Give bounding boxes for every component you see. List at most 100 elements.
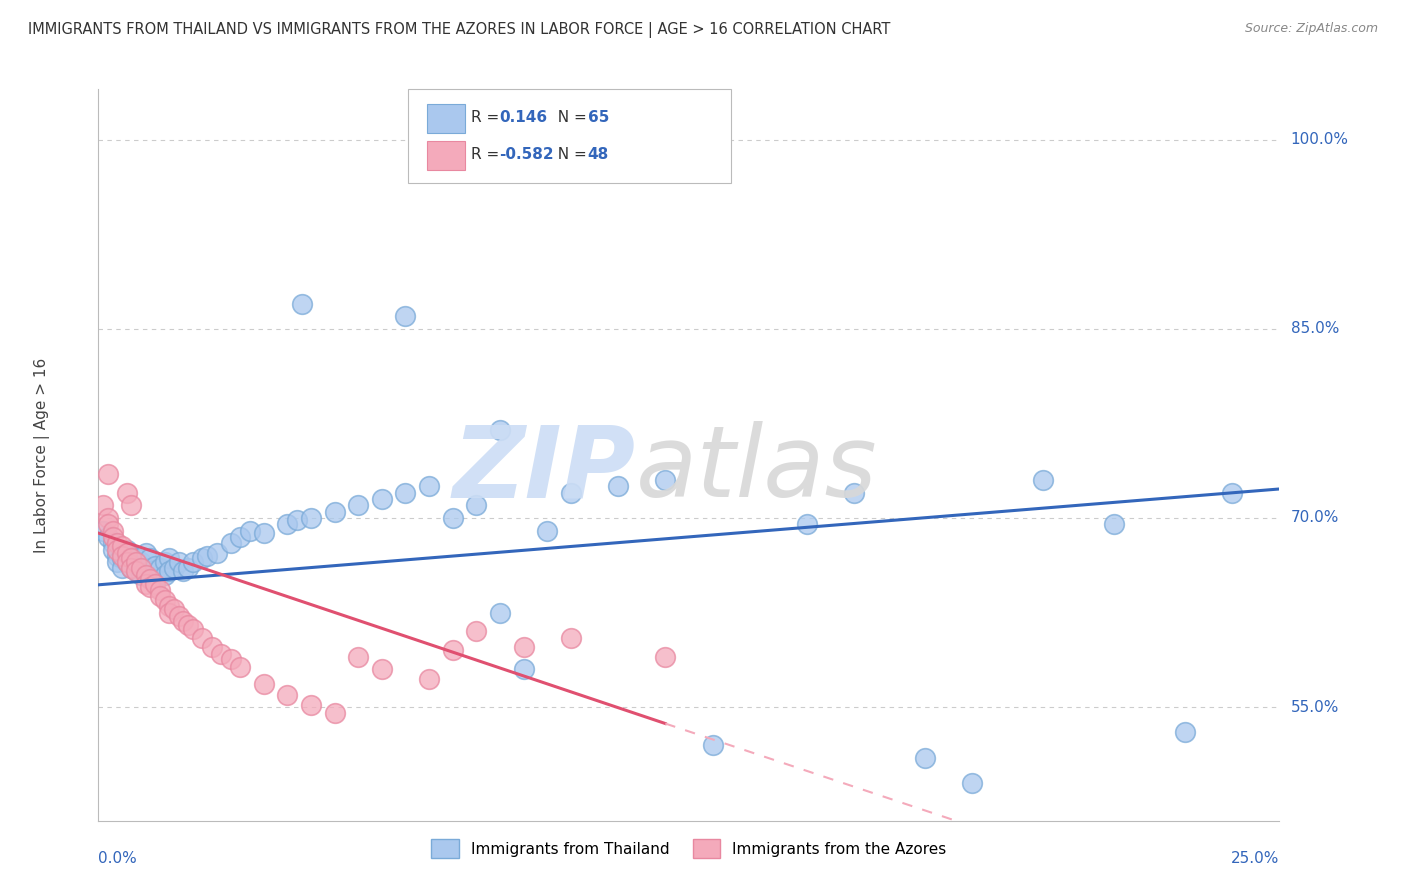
Point — [153, 555, 176, 569]
Point — [299, 511, 322, 525]
Point — [121, 499, 143, 513]
Text: ZIP: ZIP — [453, 421, 636, 518]
Point — [195, 549, 218, 563]
Point — [105, 549, 128, 563]
Point — [418, 673, 440, 687]
Text: 85.0%: 85.0% — [1291, 321, 1339, 336]
Point — [111, 549, 134, 563]
Point — [914, 750, 936, 764]
Point — [143, 572, 166, 586]
Point — [115, 546, 138, 560]
Point — [177, 618, 200, 632]
Point — [157, 564, 180, 578]
Point — [129, 567, 152, 582]
Text: 0.0%: 0.0% — [98, 851, 138, 866]
Text: 25.0%: 25.0% — [1232, 851, 1279, 866]
Point — [276, 517, 298, 532]
Point — [153, 567, 176, 582]
Point — [962, 776, 984, 790]
Point — [219, 652, 242, 666]
Point — [129, 561, 152, 575]
Point — [111, 539, 134, 553]
Point — [394, 485, 416, 500]
Point — [167, 555, 190, 569]
Text: 100.0%: 100.0% — [1291, 132, 1348, 147]
Point — [121, 549, 143, 563]
Point — [111, 551, 134, 566]
Point — [115, 555, 138, 569]
Point — [489, 423, 512, 437]
Point — [143, 558, 166, 573]
Point — [1174, 725, 1197, 739]
Point — [347, 499, 370, 513]
Point — [135, 576, 157, 591]
Point — [323, 706, 346, 721]
Point — [177, 561, 200, 575]
Point — [143, 576, 166, 591]
Point — [205, 546, 228, 560]
Point — [536, 524, 558, 538]
Point — [135, 567, 157, 582]
Text: 65: 65 — [588, 110, 609, 125]
Text: 55.0%: 55.0% — [1291, 699, 1339, 714]
Point — [91, 499, 114, 513]
Point — [97, 467, 120, 481]
Point — [149, 561, 172, 575]
Point — [702, 738, 724, 752]
Point — [157, 551, 180, 566]
Point — [181, 555, 204, 569]
Point — [489, 606, 512, 620]
Point — [181, 622, 204, 636]
Point — [115, 485, 138, 500]
Point — [149, 589, 172, 603]
Point — [172, 615, 194, 629]
Point — [157, 606, 180, 620]
Point — [149, 582, 172, 597]
Point — [654, 649, 676, 664]
Point — [121, 561, 143, 575]
Point — [125, 564, 148, 578]
Point — [111, 546, 134, 560]
Point — [167, 609, 190, 624]
Point — [97, 517, 120, 532]
Point — [135, 546, 157, 560]
Point — [290, 296, 312, 310]
Point — [101, 530, 124, 544]
Point — [201, 640, 224, 654]
Point — [105, 542, 128, 557]
Point — [139, 580, 162, 594]
Point — [115, 555, 138, 569]
Point — [121, 551, 143, 566]
Point — [153, 593, 176, 607]
Text: Source: ZipAtlas.com: Source: ZipAtlas.com — [1244, 22, 1378, 36]
Point — [125, 555, 148, 569]
Point — [371, 662, 394, 676]
Point — [97, 511, 120, 525]
Text: atlas: atlas — [636, 421, 877, 518]
Text: In Labor Force | Age > 16: In Labor Force | Age > 16 — [34, 358, 49, 552]
Point — [111, 561, 134, 575]
Point — [441, 511, 464, 525]
Point — [163, 601, 186, 615]
Point — [219, 536, 242, 550]
Point — [172, 564, 194, 578]
Text: 0.146: 0.146 — [499, 110, 547, 125]
Point — [796, 517, 818, 532]
Point — [91, 524, 114, 538]
Point — [560, 485, 582, 500]
Point — [209, 647, 232, 661]
Point — [105, 555, 128, 569]
Text: 70.0%: 70.0% — [1291, 510, 1339, 525]
Point — [512, 640, 534, 654]
Point — [125, 551, 148, 566]
Point — [465, 499, 488, 513]
Point — [285, 514, 308, 528]
Point — [105, 536, 128, 550]
Point — [139, 551, 162, 566]
Point — [394, 309, 416, 323]
Point — [101, 542, 124, 557]
Legend: Immigrants from Thailand, Immigrants from the Azores: Immigrants from Thailand, Immigrants fro… — [425, 833, 953, 864]
Text: N =: N = — [548, 147, 592, 162]
Point — [371, 491, 394, 506]
Point — [418, 479, 440, 493]
